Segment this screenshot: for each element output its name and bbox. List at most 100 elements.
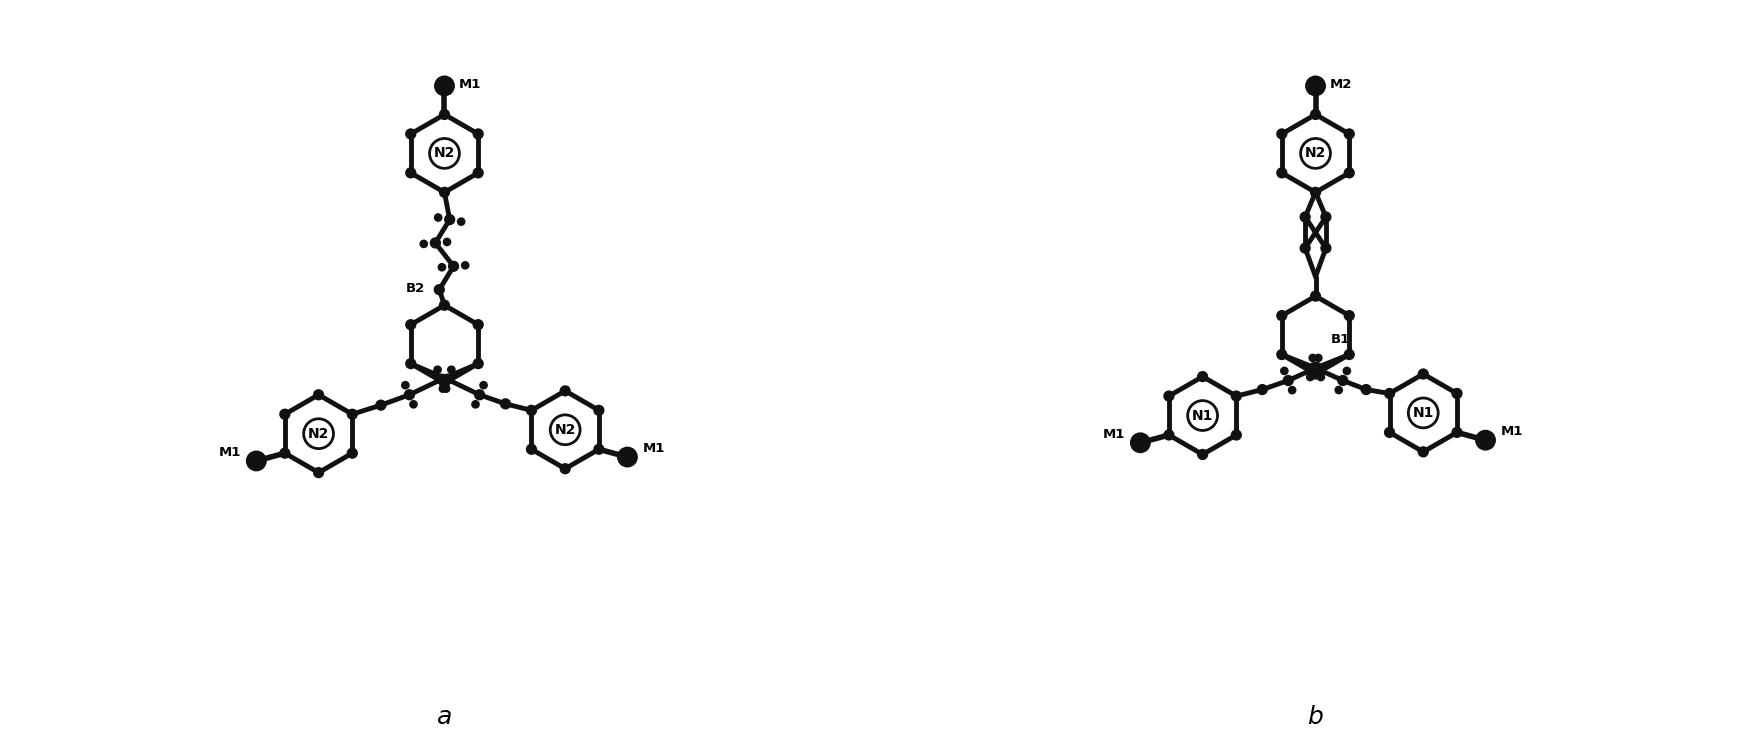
Circle shape [1338, 375, 1348, 385]
Circle shape [500, 399, 510, 408]
Circle shape [1163, 430, 1174, 440]
Circle shape [435, 366, 442, 373]
Circle shape [429, 138, 459, 168]
Circle shape [442, 374, 452, 384]
Text: M1: M1 [218, 446, 241, 459]
Circle shape [442, 385, 451, 392]
Text: N2: N2 [1304, 147, 1327, 160]
Text: N2: N2 [554, 423, 576, 437]
Circle shape [1163, 391, 1174, 401]
Circle shape [436, 374, 447, 384]
Text: N1: N1 [1192, 408, 1213, 423]
Circle shape [526, 405, 537, 415]
Circle shape [1197, 372, 1207, 381]
Circle shape [560, 464, 570, 473]
Text: B1: B1 [1331, 333, 1350, 346]
Text: M2: M2 [1331, 78, 1352, 91]
Circle shape [1322, 212, 1331, 222]
Circle shape [1306, 373, 1313, 381]
Circle shape [1477, 430, 1496, 450]
Circle shape [1408, 398, 1438, 428]
Circle shape [1345, 168, 1353, 178]
Circle shape [1130, 433, 1149, 453]
Circle shape [449, 261, 459, 272]
Circle shape [435, 214, 442, 221]
Circle shape [313, 468, 324, 477]
Circle shape [593, 405, 604, 415]
Circle shape [1322, 243, 1331, 253]
Circle shape [1452, 427, 1463, 438]
Circle shape [1345, 349, 1353, 360]
Circle shape [401, 381, 408, 389]
Circle shape [377, 400, 385, 410]
Circle shape [1311, 109, 1320, 120]
Circle shape [1278, 168, 1287, 178]
Circle shape [473, 359, 482, 369]
Circle shape [1306, 76, 1325, 96]
Circle shape [593, 444, 604, 454]
Circle shape [1360, 384, 1371, 394]
Circle shape [1311, 291, 1320, 301]
Circle shape [440, 188, 449, 197]
Circle shape [1452, 388, 1463, 399]
Circle shape [438, 263, 445, 271]
Circle shape [1257, 384, 1267, 394]
Circle shape [1232, 391, 1241, 401]
Circle shape [480, 381, 488, 389]
Circle shape [472, 401, 479, 408]
Circle shape [1309, 363, 1320, 373]
Circle shape [458, 218, 465, 225]
Circle shape [421, 240, 428, 248]
Circle shape [1343, 367, 1350, 375]
Circle shape [1197, 450, 1207, 459]
Text: N1: N1 [1413, 406, 1434, 420]
Circle shape [1278, 129, 1287, 139]
Circle shape [440, 385, 447, 392]
Circle shape [431, 238, 440, 248]
Circle shape [526, 444, 537, 454]
Circle shape [1301, 138, 1331, 168]
Circle shape [475, 390, 484, 399]
Text: N2: N2 [433, 147, 456, 160]
Circle shape [1311, 188, 1320, 197]
Circle shape [473, 319, 482, 330]
Circle shape [280, 448, 290, 458]
Circle shape [473, 129, 482, 139]
Circle shape [1316, 373, 1325, 381]
Text: M1: M1 [1501, 425, 1524, 438]
Circle shape [618, 447, 637, 467]
Circle shape [246, 451, 266, 470]
Circle shape [1336, 387, 1343, 393]
Circle shape [1301, 243, 1309, 253]
Circle shape [1345, 129, 1353, 139]
Circle shape [447, 366, 456, 373]
Circle shape [1385, 427, 1394, 438]
Circle shape [1419, 369, 1427, 379]
Circle shape [440, 109, 449, 120]
Circle shape [461, 262, 468, 269]
Circle shape [1283, 375, 1294, 385]
Circle shape [440, 300, 449, 310]
Circle shape [1385, 388, 1394, 399]
Circle shape [1281, 367, 1288, 375]
Circle shape [1278, 349, 1287, 360]
Text: M1: M1 [1102, 428, 1125, 441]
Circle shape [435, 76, 454, 96]
Circle shape [445, 215, 454, 224]
Circle shape [1345, 310, 1353, 321]
Circle shape [551, 415, 581, 445]
Circle shape [313, 390, 324, 399]
Circle shape [410, 401, 417, 408]
Text: M1: M1 [459, 78, 480, 91]
Circle shape [1311, 363, 1322, 373]
Circle shape [1232, 430, 1241, 440]
Circle shape [1288, 387, 1295, 393]
Circle shape [1419, 447, 1427, 457]
Text: B2: B2 [407, 282, 424, 295]
Circle shape [407, 359, 415, 369]
Circle shape [1301, 212, 1309, 222]
Text: M1: M1 [642, 442, 665, 455]
Circle shape [435, 285, 444, 295]
Circle shape [407, 168, 415, 178]
Circle shape [1315, 355, 1322, 361]
